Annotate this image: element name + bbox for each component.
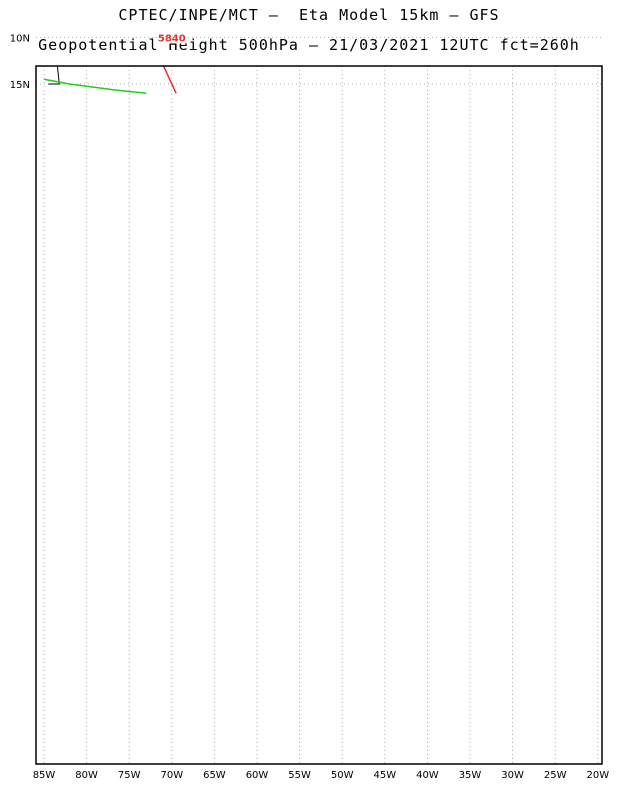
- lon-tick-label: 30W: [501, 770, 524, 781]
- contour-label-bg: [157, 31, 186, 44]
- lon-tick-label: 75W: [118, 770, 141, 781]
- lon-tick-label: 70W: [160, 770, 183, 781]
- contour-labels: 5840582058205800580058005780578057605760…: [157, 31, 186, 45]
- lon-tick-label: 20W: [586, 770, 609, 781]
- lon-tick-label: 85W: [33, 770, 56, 781]
- lat-tick-label: 10N: [10, 34, 30, 45]
- axis-ticks: 15N10N5NEQ5S10S15S20S25S30S35S40S45S50S5…: [10, 34, 609, 782]
- central-america-coastline: [48, 66, 60, 85]
- map-frame: [35, 65, 603, 765]
- lon-tick-label: 40W: [416, 770, 439, 781]
- lon-tick-label: 80W: [75, 770, 98, 781]
- contour-label: 5840: [158, 34, 186, 45]
- lon-tick-label: 60W: [246, 770, 269, 781]
- coastlines-borders: [48, 0, 471, 85]
- graticule: [36, 37, 602, 764]
- map-title: CPTEC/INPE/MCT – Eta Model 15km – GFS: [118, 6, 500, 24]
- lon-tick-label: 35W: [459, 770, 482, 781]
- contour-5880: [43, 78, 147, 95]
- height-contours: [43, 66, 177, 95]
- lon-tick-label: 55W: [288, 770, 311, 781]
- lon-tick-label: 50W: [331, 770, 354, 781]
- lon-tick-label: 25W: [544, 770, 567, 781]
- lat-tick-label: 15N: [10, 80, 30, 91]
- south-america-coastline: [76, 0, 471, 58]
- lon-tick-label: 65W: [203, 770, 226, 781]
- lon-tick-label: 45W: [373, 770, 396, 781]
